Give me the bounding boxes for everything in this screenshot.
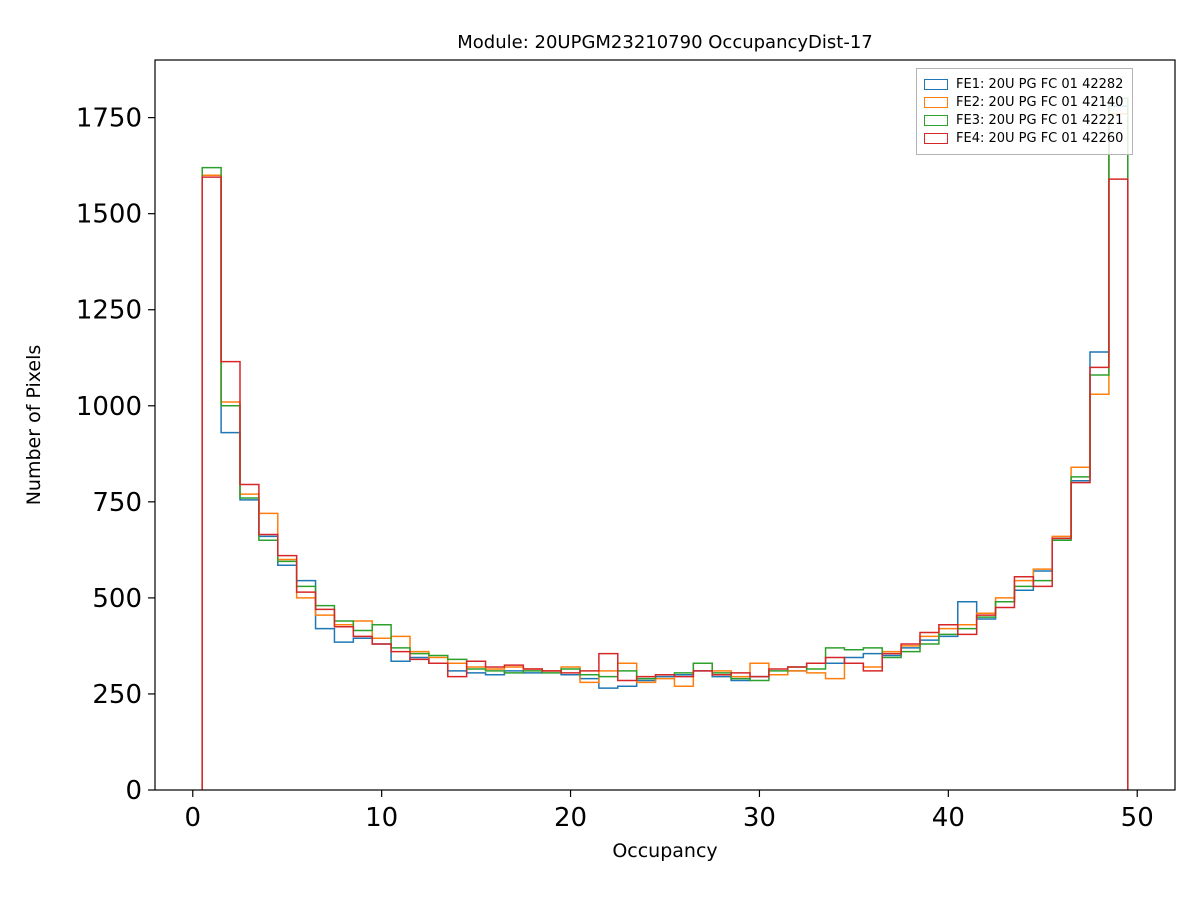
x-tick-label: 20: [554, 803, 587, 833]
x-tick-label: 0: [185, 803, 202, 833]
legend-entry-fe1: FE1: 20U PG FC 01 42282: [924, 77, 1123, 92]
y-tick-label: 0: [125, 776, 142, 806]
legend-label: FE1: 20U PG FC 01 42282: [956, 77, 1124, 92]
legend-entry-fe4: FE4: 20U PG FC 01 42260: [924, 131, 1123, 146]
y-tick-label: 1750: [76, 104, 142, 134]
x-axis-label: Occupancy: [612, 840, 718, 862]
y-axis-label: Number of Pixels: [23, 344, 45, 506]
y-tick-label: 250: [92, 680, 142, 710]
chart-title: Module: 20UPGM23210790 OccupancyDist-17: [457, 32, 873, 53]
series-line-fe1: [201, 105, 1129, 790]
legend-entry-fe3: FE3: 20U PG FC 01 42221: [924, 113, 1123, 128]
axes-frame: [154, 59, 1176, 791]
legend-swatch-icon: [924, 115, 948, 126]
x-tick-label: 10: [365, 803, 398, 833]
series-line-fe3: [201, 97, 1129, 790]
legend-swatch-icon: [924, 79, 948, 90]
y-tick-label: 1500: [76, 200, 142, 230]
series-line-fe2: [201, 113, 1129, 790]
y-tick-label: 1250: [76, 296, 142, 326]
legend-swatch-icon: [924, 97, 948, 108]
x-tick-label: 40: [932, 803, 965, 833]
legend: FE1: 20U PG FC 01 42282 FE2: 20U PG FC 01…: [916, 68, 1134, 155]
y-tick-label: 750: [92, 488, 142, 518]
x-tick-label: 30: [743, 803, 776, 833]
series-line-fe4: [201, 176, 1129, 790]
legend-label: FE2: 20U PG FC 01 42140: [956, 95, 1124, 110]
legend-label: FE4: 20U PG FC 01 42260: [956, 131, 1124, 146]
x-tick-label: 50: [1121, 803, 1154, 833]
legend-entry-fe2: FE2: 20U PG FC 01 42140: [924, 95, 1123, 110]
y-tick-label: 1000: [76, 392, 142, 422]
legend-swatch-icon: [924, 133, 948, 144]
legend-label: FE3: 20U PG FC 01 42221: [956, 113, 1124, 128]
y-tick-label: 500: [92, 584, 142, 614]
